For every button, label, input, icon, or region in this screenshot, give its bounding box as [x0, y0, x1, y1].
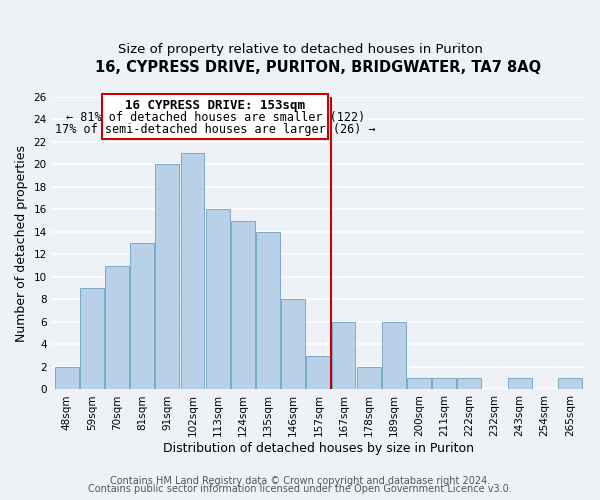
Bar	[181, 153, 205, 390]
Text: 16 CYPRESS DRIVE: 153sqm: 16 CYPRESS DRIVE: 153sqm	[125, 99, 305, 112]
Text: ← 81% of detached houses are smaller (122): ← 81% of detached houses are smaller (12…	[65, 111, 365, 124]
Bar	[332, 322, 355, 390]
Bar	[382, 322, 406, 390]
Text: Contains public sector information licensed under the Open Government Licence v3: Contains public sector information licen…	[88, 484, 512, 494]
Title: 16, CYPRESS DRIVE, PURITON, BRIDGWATER, TA7 8AQ: 16, CYPRESS DRIVE, PURITON, BRIDGWATER, …	[95, 60, 541, 75]
Bar	[558, 378, 582, 390]
Bar	[307, 356, 330, 390]
Bar	[281, 300, 305, 390]
Bar	[55, 367, 79, 390]
FancyBboxPatch shape	[102, 94, 328, 138]
Bar	[231, 220, 255, 390]
Text: Size of property relative to detached houses in Puriton: Size of property relative to detached ho…	[118, 42, 482, 56]
Bar	[256, 232, 280, 390]
Bar	[508, 378, 532, 390]
Bar	[457, 378, 481, 390]
Bar	[130, 243, 154, 390]
Bar	[206, 210, 230, 390]
Bar	[105, 266, 129, 390]
Text: Contains HM Land Registry data © Crown copyright and database right 2024.: Contains HM Land Registry data © Crown c…	[110, 476, 490, 486]
X-axis label: Distribution of detached houses by size in Puriton: Distribution of detached houses by size …	[163, 442, 474, 455]
Y-axis label: Number of detached properties: Number of detached properties	[15, 144, 28, 342]
Text: 17% of semi-detached houses are larger (26) →: 17% of semi-detached houses are larger (…	[55, 123, 376, 136]
Bar	[432, 378, 456, 390]
Bar	[80, 288, 104, 390]
Bar	[356, 367, 380, 390]
Bar	[155, 164, 179, 390]
Bar	[407, 378, 431, 390]
